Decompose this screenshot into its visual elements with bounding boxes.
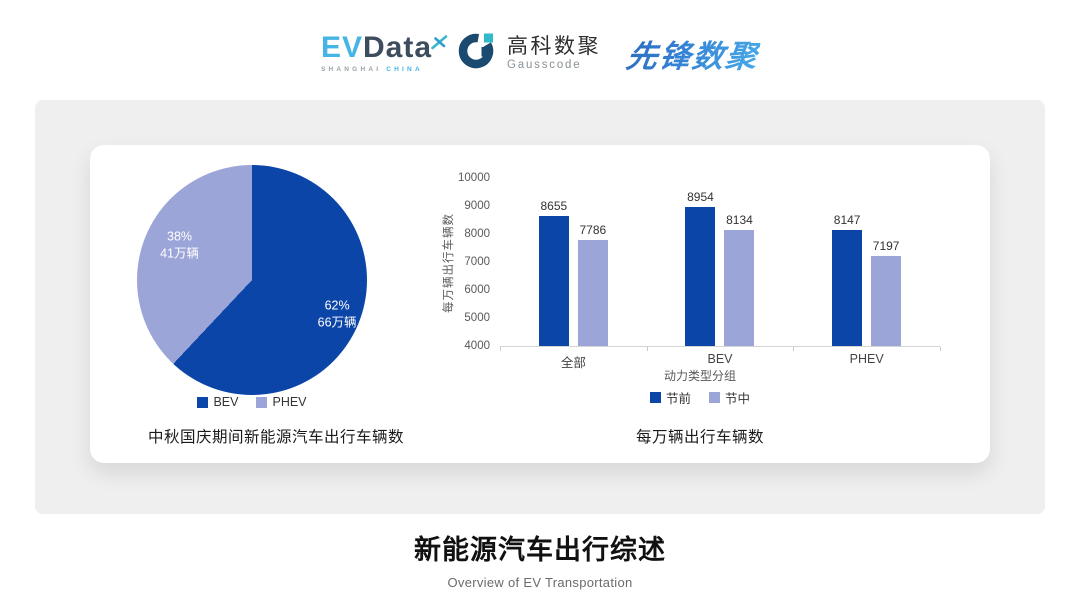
pie-slice-label-bev: 62% 66万辆 <box>317 298 357 330</box>
legend-item-节前: 节前 <box>649 388 691 407</box>
baseline-tick <box>793 347 795 351</box>
legend-label: PHEV <box>272 395 307 409</box>
legend-swatch <box>256 396 268 408</box>
pie-slice-label-phev: 38% 41万辆 <box>160 229 199 261</box>
baseline-tick <box>940 347 941 351</box>
bar-legend: 节前 节中 <box>440 388 960 407</box>
legend-swatch <box>649 392 661 403</box>
legend-item-PHEV: PHEV <box>256 395 307 409</box>
bar-value-label: 7197 <box>872 239 900 254</box>
bar-x-axis-title: 动力类型分组 <box>663 369 736 383</box>
evdata-subline: SHANGHAI CHINA <box>321 66 423 73</box>
bar-节前-全部: 8655 <box>538 199 569 346</box>
baseline-tick <box>646 347 648 351</box>
bar-group-BEV: 8954 8134 BEV <box>685 178 755 366</box>
y-tick-label: 7000 <box>464 256 490 268</box>
legend-label: BEV <box>213 395 239 409</box>
bar-plot-area: 8655 7786 全部 8954 8134 BEV 8147 7197 PHEV <box>500 178 941 370</box>
bar-节前-BEV: 8954 <box>685 190 716 346</box>
evdata-china-text: CHINA <box>386 66 423 73</box>
bars: 8954 8134 <box>685 178 755 346</box>
evdata-data-text: Data <box>363 31 433 64</box>
y-tick-label: 9000 <box>464 200 490 212</box>
category-label: BEV <box>707 352 733 366</box>
page-title: 新能源汽车出行综述 <box>414 535 666 565</box>
pioneer-logo: 先锋数聚 <box>624 31 762 76</box>
pie-chart-title: 中秋国庆期间新能源汽车出行车辆数 <box>147 429 404 446</box>
bar-group-PHEV: 8147 7197 PHEV <box>832 178 902 366</box>
header-logos: EVData SHANGHAI CHINA <box>0 22 1080 84</box>
baseline-tick <box>500 347 501 351</box>
legend-label: 节前 <box>665 392 691 406</box>
bar-节中-PHEV: 7197 <box>871 239 902 346</box>
y-tick-label: 5000 <box>464 312 490 324</box>
gausscode-en-name: Gausscode <box>507 59 582 72</box>
bar-value-label: 8147 <box>833 212 861 227</box>
bar-节前-PHEV: 8147 <box>832 213 863 346</box>
evdata-star-icon <box>431 26 448 56</box>
evdata-shanghai-text: SHANGHAI <box>320 66 382 73</box>
y-tick-label: 4000 <box>464 340 490 352</box>
footer: 新能源汽车出行综述 Overview of EV Transportation <box>0 528 1080 590</box>
bar-yticks: 10000 9000 8000 7000 6000 5000 4000 <box>426 172 490 352</box>
bar-节中-全部: 7786 <box>577 223 608 346</box>
gausscode-g-icon <box>458 31 498 76</box>
bars: 8655 7786 <box>538 178 608 346</box>
bar-group-全部: 8655 7786 全部 <box>538 178 608 370</box>
y-tick-label: 8000 <box>464 228 490 240</box>
bar-value-label: 8954 <box>687 190 714 205</box>
evdata-ev-text: EV <box>320 31 363 64</box>
evdata-logo: EVData SHANGHAI CHINA <box>320 31 448 73</box>
bar-节中-BEV: 8134 <box>724 213 755 346</box>
gausscode-logo: 高科数聚 Gausscode <box>458 31 601 76</box>
gausscode-cn-name: 高科数聚 <box>507 34 602 58</box>
y-tick-label: 10000 <box>458 172 490 184</box>
category-label: PHEV <box>849 352 884 366</box>
y-tick-label: 6000 <box>464 284 490 296</box>
legend-item-节中: 节中 <box>709 388 750 407</box>
bar-value-label: 8134 <box>726 213 753 228</box>
category-label: 全部 <box>560 356 586 370</box>
gausscode-text: 高科数聚 Gausscode <box>507 35 601 71</box>
bar-value-label: 7786 <box>579 223 607 237</box>
pie-legend: BEV PHEV <box>137 395 367 409</box>
page-subtitle: Overview of EV Transportation <box>447 575 633 590</box>
bars: 8147 7197 <box>832 178 902 346</box>
legend-swatch <box>197 396 209 408</box>
legend-label: 节中 <box>725 392 751 406</box>
legend-item-BEV: BEV <box>197 395 238 409</box>
bar-chart-title: 每万辆出行车辆数 <box>635 429 764 446</box>
legend-swatch <box>709 392 720 403</box>
bar-value-label: 8655 <box>540 198 568 213</box>
charts-card: 62% 66万辆 38% 41万辆 BEV PHEV 中秋国庆期间新能源汽车出行车辆数 … <box>90 145 990 463</box>
pie-chart: 62% 66万辆 38% 41万辆 <box>137 165 367 395</box>
evdata-wordmark: EVData <box>320 31 448 64</box>
content-panel: 62% 66万辆 38% 41万辆 BEV PHEV 中秋国庆期间新能源汽车出行车辆数 … <box>35 100 1045 514</box>
